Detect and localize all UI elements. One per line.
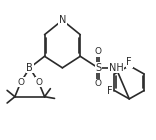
Text: B: B xyxy=(26,63,33,73)
Text: N: N xyxy=(59,15,66,25)
Text: O: O xyxy=(35,78,42,87)
Text: O: O xyxy=(95,79,102,88)
Text: F: F xyxy=(127,57,132,67)
Text: O: O xyxy=(17,78,24,87)
Text: F: F xyxy=(107,86,113,96)
Text: NH: NH xyxy=(109,63,123,73)
Text: S: S xyxy=(95,63,101,73)
Text: O: O xyxy=(95,47,102,56)
